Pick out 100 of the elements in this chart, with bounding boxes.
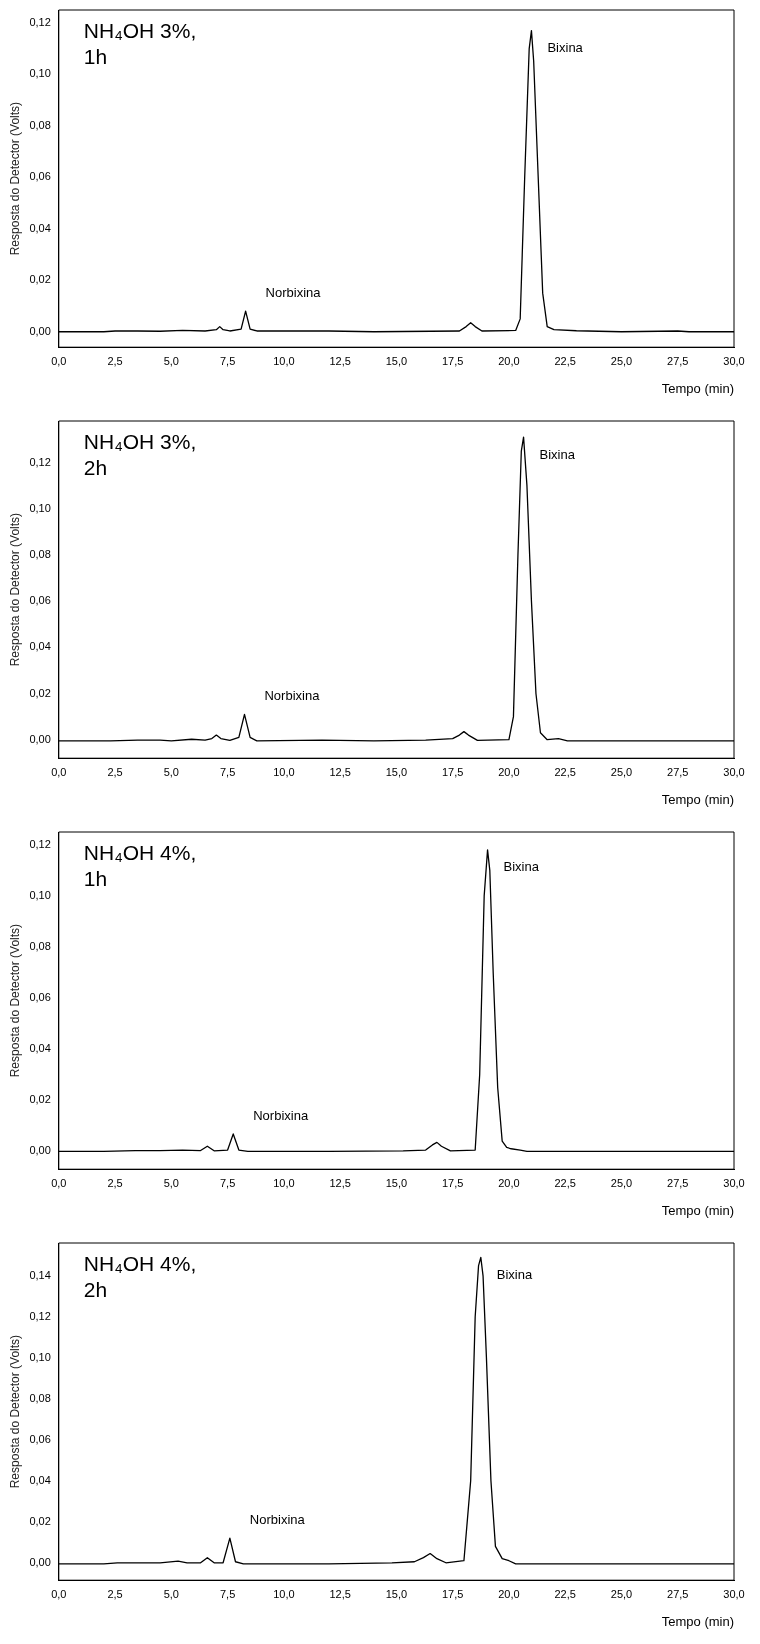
x-tick-label: 17,5 [441,1587,464,1600]
y-tick-label: 0,00 [29,324,51,337]
y-tick-label: 0,02 [29,1514,51,1527]
x-tick-label: 27,5 [667,354,689,367]
x-tick-label: 12,5 [329,1176,351,1189]
y-tick-label: 0,02 [29,273,51,286]
x-tick-label: 15,0 [385,1176,408,1189]
text: NH₄OH 4%, 2h [83,1251,198,1303]
x-tick-label: 5,0 [163,354,179,367]
x-tick-label: 2,5 [107,1176,123,1189]
x-tick-label: 7,5 [219,1176,236,1189]
x-tick-label: 25,0 [610,1176,633,1189]
x-tick-label: 25,0 [610,1587,633,1600]
x-tick-label: 12,5 [329,765,351,778]
y-tick-label: 0,12 [29,837,51,850]
x-tick-label: 22,5 [554,354,576,367]
x-tick-label: 20,0 [498,1587,520,1600]
y-axis-title: Resposta do Detector (Volts) [7,923,22,1078]
x-tick-label: 7,5 [219,1587,236,1600]
x-tick-label: 22,5 [554,1587,576,1600]
y-axis-title: Resposta do Detector (Volts) [7,512,22,667]
x-tick-label: 30,0 [723,1176,745,1189]
annotation: Bixina [539,446,576,462]
x-tick-label: 22,5 [554,765,576,778]
x-tick-label: 17,5 [441,765,464,778]
x-tick-label: 12,5 [329,354,351,367]
y-tick-label: 0,08 [29,1391,51,1404]
y-tick-label: 0,00 [29,1144,51,1157]
x-tick-label: 30,0 [723,1587,745,1600]
x-tick-label: 10,0 [273,765,295,778]
y-tick-label: 0,04 [29,1042,51,1055]
y-tick-label: 0,04 [29,221,51,234]
x-tick-label: 5,0 [163,1587,179,1600]
y-tick-label: 0,06 [29,594,51,607]
x-tick-label: 2,5 [107,765,123,778]
x-tick-label: 7,5 [219,354,236,367]
x-tick-label: 0,0 [51,1587,67,1600]
x-axis-title: Tempo (min) [661,791,734,807]
x-tick-label: 22,5 [554,1176,576,1189]
y-tick-label: 0,08 [29,547,51,560]
x-tick-label: 0,0 [51,765,67,778]
annotation: Norbixina [265,284,322,300]
x-tick-label: 12,5 [329,1587,351,1600]
x-axis-title: Tempo (min) [661,1613,734,1629]
y-tick-label: 0,14 [29,1268,51,1281]
x-tick-label: 15,0 [385,354,408,367]
x-tick-label: 17,5 [441,1176,464,1189]
y-tick-label: 0,00 [29,1555,51,1568]
x-tick-label: 5,0 [163,765,179,778]
text: NH₄OH 3%, 1h [83,18,198,70]
y-tick-label: 0,10 [29,888,51,901]
y-tick-label: 0,12 [29,455,51,468]
y-tick-label: 0,10 [29,501,51,514]
x-tick-label: 15,0 [385,1587,408,1600]
x-tick-label: 25,0 [610,765,633,778]
annotation: Bixina [503,859,540,875]
x-tick-label: 0,0 [51,354,67,367]
x-tick-label: 15,0 [385,765,408,778]
y-tick-label: 0,12 [29,1309,51,1322]
y-tick-label: 0,12 [29,15,51,28]
y-tick-label: 0,10 [29,67,51,80]
x-tick-label: 5,0 [163,1176,179,1189]
x-axis-title: Tempo (min) [661,1202,734,1218]
x-axis-title: Tempo (min) [661,380,734,396]
x-tick-label: 2,5 [107,1587,123,1600]
text: NH₄OH 3%, 2h [83,429,198,481]
annotation: Bixina [496,1266,533,1282]
y-tick-label: 0,06 [29,991,51,1004]
x-tick-label: 27,5 [667,1176,689,1189]
x-tick-label: 10,0 [273,354,295,367]
y-tick-label: 0,02 [29,686,51,699]
x-tick-label: 10,0 [273,1176,295,1189]
y-tick-label: 0,10 [29,1350,51,1363]
y-tick-label: 0,04 [29,1473,51,1486]
x-tick-label: 0,0 [51,1176,67,1189]
annotation: Norbixina [253,1107,309,1123]
x-tick-label: 7,5 [219,765,236,778]
y-tick-label: 0,06 [29,1432,51,1445]
annotation: Norbixina [264,687,321,703]
y-tick-label: 0,04 [29,640,51,653]
x-tick-label: 2,5 [107,354,123,367]
x-tick-label: 27,5 [667,765,689,778]
x-tick-label: 20,0 [498,354,520,367]
annotation: Bixina [547,40,584,56]
text: NH₄OH 4%, 1h [83,840,198,892]
y-axis-title: Resposta do Detector (Volts) [7,101,22,256]
y-tick-label: 0,06 [29,170,51,183]
annotation: Norbixina [249,1511,306,1527]
x-tick-label: 30,0 [723,765,745,778]
x-tick-label: 10,0 [273,1587,295,1600]
x-tick-label: 20,0 [498,765,520,778]
x-tick-label: 30,0 [723,354,745,367]
x-tick-label: 20,0 [498,1176,520,1189]
y-tick-label: 0,08 [29,939,51,952]
y-axis-title: Resposta do Detector (Volts) [7,1334,22,1489]
x-tick-label: 17,5 [441,354,464,367]
x-tick-label: 27,5 [667,1587,689,1600]
x-tick-label: 25,0 [610,354,633,367]
y-tick-label: 0,00 [29,732,51,745]
y-tick-label: 0,02 [29,1093,51,1106]
